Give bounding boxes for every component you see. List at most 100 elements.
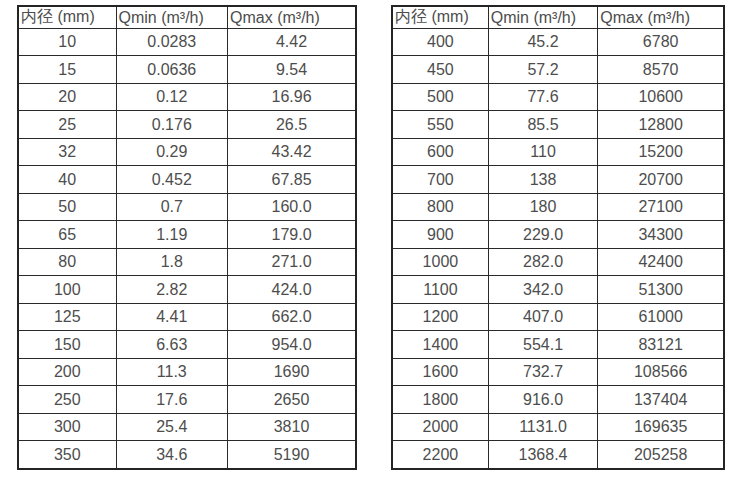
table-row: 801.8271.0 bbox=[18, 248, 356, 275]
table-row: 22001368.4205258 bbox=[392, 441, 724, 469]
table-cell: 0.0283 bbox=[116, 29, 228, 56]
table-cell: 11.3 bbox=[116, 358, 228, 385]
table-row: 150.06369.54 bbox=[18, 56, 356, 83]
table-cell: 137404 bbox=[598, 386, 724, 413]
table-row: 250.17626.5 bbox=[18, 111, 356, 138]
table-row: 1002.82424.0 bbox=[18, 276, 356, 303]
table-row: 1000282.042400 bbox=[392, 248, 724, 275]
table-cell: 12800 bbox=[598, 111, 724, 138]
table-cell: 2000 bbox=[392, 413, 488, 440]
table-row: 20011.31690 bbox=[18, 358, 356, 385]
table-cell: 350 bbox=[18, 441, 116, 469]
table-cell: 4.41 bbox=[116, 303, 228, 330]
column-header-diameter: 内径 (mm) bbox=[18, 6, 116, 29]
table-cell: 65 bbox=[18, 221, 116, 248]
table-cell: 1800 bbox=[392, 386, 488, 413]
column-header-diameter: 内径 (mm) bbox=[392, 6, 488, 29]
table-cell: 85.5 bbox=[488, 111, 598, 138]
table-row: 1200407.061000 bbox=[392, 303, 724, 330]
table-cell: 110 bbox=[488, 138, 598, 165]
table-row: 70013820700 bbox=[392, 166, 724, 193]
table-cell: 138 bbox=[488, 166, 598, 193]
table-row: 40045.26780 bbox=[392, 29, 724, 56]
table-cell: 25.4 bbox=[116, 413, 228, 440]
table-cell: 2.82 bbox=[116, 276, 228, 303]
table-row: 35034.65190 bbox=[18, 441, 356, 469]
header-row: 内径 (mm) Qmin (m³/h) Qmax (m³/h) bbox=[18, 6, 356, 29]
table-cell: 3810 bbox=[228, 413, 356, 440]
table-cell: 0.176 bbox=[116, 111, 228, 138]
table-cell: 43.42 bbox=[228, 138, 356, 165]
table-cell: 300 bbox=[18, 413, 116, 440]
table-cell: 34300 bbox=[598, 221, 724, 248]
table-cell: 15200 bbox=[598, 138, 724, 165]
table-cell: 200 bbox=[18, 358, 116, 385]
tables-container: 内径 (mm) Qmin (m³/h) Qmax (m³/h) 100.0283… bbox=[0, 0, 750, 470]
table-row: 1800916.0137404 bbox=[392, 386, 724, 413]
table-cell: 424.0 bbox=[228, 276, 356, 303]
table-cell: 1600 bbox=[392, 358, 488, 385]
table-cell: 16.96 bbox=[228, 83, 356, 110]
table-cell: 50 bbox=[18, 193, 116, 220]
table-row: 30025.43810 bbox=[18, 413, 356, 440]
table-cell: 271.0 bbox=[228, 248, 356, 275]
table-cell: 179.0 bbox=[228, 221, 356, 248]
table-cell: 229.0 bbox=[488, 221, 598, 248]
table-row: 100.02834.42 bbox=[18, 29, 356, 56]
column-header-qmin: Qmin (m³/h) bbox=[116, 6, 228, 29]
table-cell: 900 bbox=[392, 221, 488, 248]
table-cell: 662.0 bbox=[228, 303, 356, 330]
table-cell: 2200 bbox=[392, 441, 488, 469]
table-cell: 2650 bbox=[228, 386, 356, 413]
table-cell: 34.6 bbox=[116, 441, 228, 469]
table-cell: 6.63 bbox=[116, 331, 228, 358]
table-cell: 160.0 bbox=[228, 193, 356, 220]
table-cell: 180 bbox=[488, 193, 598, 220]
table-cell: 10 bbox=[18, 29, 116, 56]
table-cell: 450 bbox=[392, 56, 488, 83]
table-row: 50077.610600 bbox=[392, 83, 724, 110]
table-cell: 100 bbox=[18, 276, 116, 303]
table-cell: 0.12 bbox=[116, 83, 228, 110]
table-cell: 342.0 bbox=[488, 276, 598, 303]
table-cell: 20 bbox=[18, 83, 116, 110]
table-cell: 0.7 bbox=[116, 193, 228, 220]
table-cell: 550 bbox=[392, 111, 488, 138]
table-cell: 150 bbox=[18, 331, 116, 358]
table-row: 400.45267.85 bbox=[18, 166, 356, 193]
column-header-qmin: Qmin (m³/h) bbox=[488, 6, 598, 29]
table-cell: 108566 bbox=[598, 358, 724, 385]
table-cell: 554.1 bbox=[488, 331, 598, 358]
table-row: 1400554.183121 bbox=[392, 331, 724, 358]
table-cell: 282.0 bbox=[488, 248, 598, 275]
table-cell: 40 bbox=[18, 166, 116, 193]
table-row: 500.7160.0 bbox=[18, 193, 356, 220]
table-cell: 20700 bbox=[598, 166, 724, 193]
table-body: 40045.2678045057.2857050077.61060055085.… bbox=[392, 29, 724, 470]
table-cell: 51300 bbox=[598, 276, 724, 303]
table-cell: 80 bbox=[18, 248, 116, 275]
table-row: 1600732.7108566 bbox=[392, 358, 724, 385]
table-row: 320.2943.42 bbox=[18, 138, 356, 165]
table-row: 55085.512800 bbox=[392, 111, 724, 138]
table-row: 80018027100 bbox=[392, 193, 724, 220]
table-row: 200.1216.96 bbox=[18, 83, 356, 110]
table-cell: 26.5 bbox=[228, 111, 356, 138]
table-cell: 6780 bbox=[598, 29, 724, 56]
table-cell: 32 bbox=[18, 138, 116, 165]
table-cell: 954.0 bbox=[228, 331, 356, 358]
table-row: 25017.62650 bbox=[18, 386, 356, 413]
table-cell: 500 bbox=[392, 83, 488, 110]
column-header-qmax: Qmax (m³/h) bbox=[598, 6, 724, 29]
table-cell: 1690 bbox=[228, 358, 356, 385]
table-cell: 1000 bbox=[392, 248, 488, 275]
table-cell: 0.452 bbox=[116, 166, 228, 193]
table-cell: 25 bbox=[18, 111, 116, 138]
table-cell: 17.6 bbox=[116, 386, 228, 413]
table-cell: 1400 bbox=[392, 331, 488, 358]
flow-table-large-diameters: 内径 (mm) Qmin (m³/h) Qmax (m³/h) 40045.26… bbox=[391, 5, 725, 470]
table-cell: 169635 bbox=[598, 413, 724, 440]
table-row: 1506.63954.0 bbox=[18, 331, 356, 358]
table-cell: 9.54 bbox=[228, 56, 356, 83]
table-body: 100.02834.42150.06369.54200.1216.96250.1… bbox=[18, 29, 356, 470]
